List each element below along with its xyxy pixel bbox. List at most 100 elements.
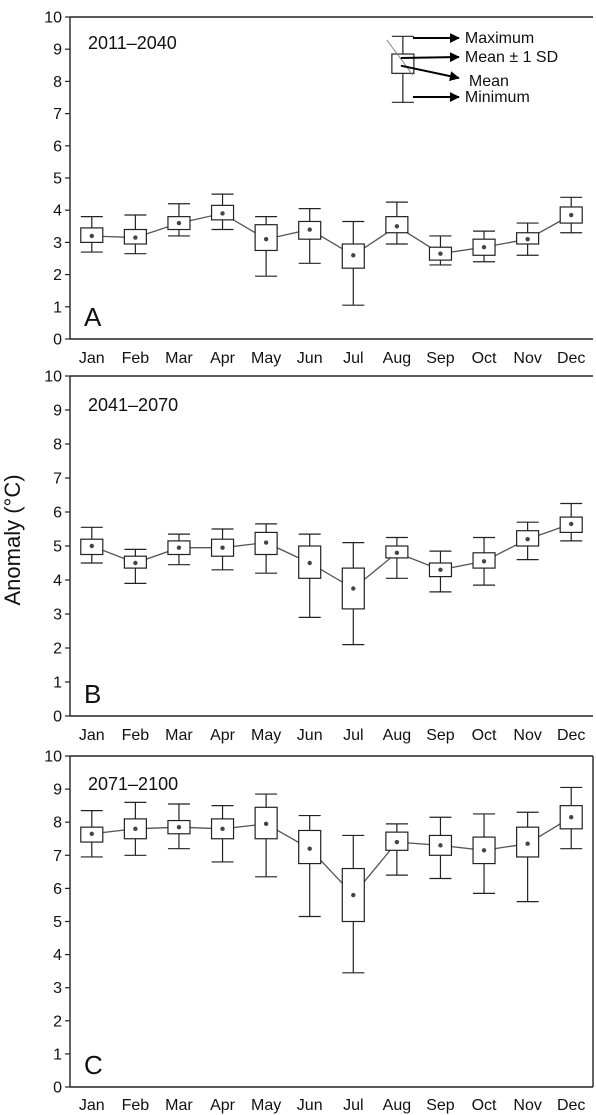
mean-point [133, 826, 138, 832]
x-tick-label: Dec [557, 727, 585, 744]
box-sep [428, 235, 453, 266]
box-mar [167, 533, 191, 566]
mean-point [133, 235, 138, 240]
y-tick-label: 7 [53, 106, 62, 123]
panel-a: 0 1 2 3 4 5 6 7 8 9 10 Jan Feb Mar Apr May Jun Jul Aug Sep O… [44, 10, 593, 367]
x-tick-label: Dec [557, 350, 585, 367]
box-aug [385, 823, 409, 876]
box-oct [472, 813, 496, 894]
box-may [254, 523, 278, 574]
x-tick-label: Jun [297, 350, 323, 367]
y-tick-label: 9 [53, 42, 62, 59]
box-jun [298, 533, 322, 619]
panel-letter: A [84, 302, 102, 332]
box-feb [123, 214, 147, 255]
panel-b: 0 1 2 3 4 5 6 7 8 9 10 Jan Feb Mar Apr May Jun Jul Aug Sep O… [44, 369, 593, 744]
x-tick-label: Nov [513, 1097, 541, 1114]
mean-point [307, 227, 312, 232]
y-tick-label: 4 [53, 947, 62, 964]
y-tick-label: 5 [53, 914, 62, 931]
mean-point [438, 567, 443, 572]
legend-mean-arrow [400, 64, 460, 82]
mean-point [263, 540, 269, 545]
x-tick-label: Apr [210, 350, 236, 367]
mean-line [91, 816, 572, 896]
y-tick-label: 1 [53, 1046, 62, 1063]
box-aug [385, 536, 409, 579]
x-tick-label: May [251, 1097, 281, 1114]
x-tick-label: Jan [79, 350, 105, 367]
x-tick-label: Apr [210, 1097, 236, 1114]
y-tick-label: 10 [44, 369, 62, 386]
mean-point [176, 824, 182, 830]
mean-point [525, 236, 530, 242]
mean-point [481, 559, 487, 564]
x-tick-label: Oct [472, 1097, 497, 1114]
mean-point [351, 586, 356, 591]
x-tick-label: Jun [297, 1097, 323, 1114]
x-tick-label: Aug [383, 727, 411, 744]
y-tick-label: 9 [53, 403, 62, 420]
mean-point [89, 233, 94, 239]
x-tick-label: Aug [383, 1097, 411, 1114]
y-tick-label: 6 [53, 881, 62, 898]
mean-point [394, 550, 400, 555]
mean-point [351, 892, 356, 898]
box-jun [298, 207, 322, 264]
box-jan [80, 526, 104, 564]
x-tick-label: Nov [513, 727, 541, 744]
x-tick-label: Jan [79, 1097, 105, 1114]
box-jun [298, 814, 322, 918]
period-title: 2011–2040 [88, 33, 177, 53]
box-mar [167, 803, 191, 850]
legend-mean-label: Mean [469, 73, 509, 90]
box-apr [210, 805, 235, 863]
x-tick-label: May [251, 727, 281, 744]
y-tick-label: 8 [53, 74, 62, 91]
x-tick-label: Sep [426, 1097, 455, 1114]
mean-point [525, 537, 530, 542]
x-tick-label: Nov [513, 350, 541, 367]
box-jan [80, 216, 104, 253]
x-tick-label: Mar [165, 1097, 193, 1114]
box-apr [210, 528, 235, 571]
x-tick-label: Jun [297, 727, 323, 744]
x-tick-label: Oct [472, 350, 497, 367]
mean-line [91, 212, 572, 257]
mean-point [263, 236, 269, 242]
x-tick-label: Feb [122, 1097, 150, 1114]
y-tick-label: 2 [53, 1013, 62, 1030]
y-tick-label: 0 [53, 1080, 62, 1097]
x-tick-label: May [251, 350, 281, 367]
x-tick-label: Mar [165, 350, 193, 367]
x-tick-label: Jan [79, 727, 105, 744]
mean-point [176, 545, 182, 550]
box-jul [341, 834, 365, 974]
mean-point [176, 220, 182, 226]
panel-letter: B [84, 679, 101, 709]
legend-minimum-label: Minimum [465, 89, 530, 106]
box-may [254, 216, 278, 277]
mean-point [394, 224, 400, 229]
x-tick-label: Oct [472, 727, 497, 744]
y-tick-label: 3 [53, 980, 62, 997]
y-tick-label: 6 [53, 505, 62, 522]
box-dec [559, 786, 583, 850]
y-tick-label: 1 [53, 675, 62, 692]
box-nov [516, 521, 540, 561]
y-tick-label: 10 [44, 10, 62, 27]
x-tick-label: Sep [426, 350, 455, 367]
mean-point [307, 846, 312, 851]
mean-point [438, 843, 443, 848]
box-dec [559, 502, 583, 542]
y-tick-label: 8 [53, 815, 62, 832]
mean-point [569, 212, 574, 218]
y-tick-label: 4 [53, 573, 62, 590]
x-tick-label: Dec [557, 1097, 585, 1114]
panel-c: 0 1 2 3 4 5 6 7 8 9 10 Jan Feb Mar Apr May Jun Jul Aug Sep O… [44, 749, 594, 1114]
y-tick-label: 6 [53, 138, 62, 155]
y-tick-label: 5 [53, 171, 62, 188]
period-title: 2071–2100 [88, 774, 178, 794]
x-tick-label: Mar [165, 727, 193, 744]
